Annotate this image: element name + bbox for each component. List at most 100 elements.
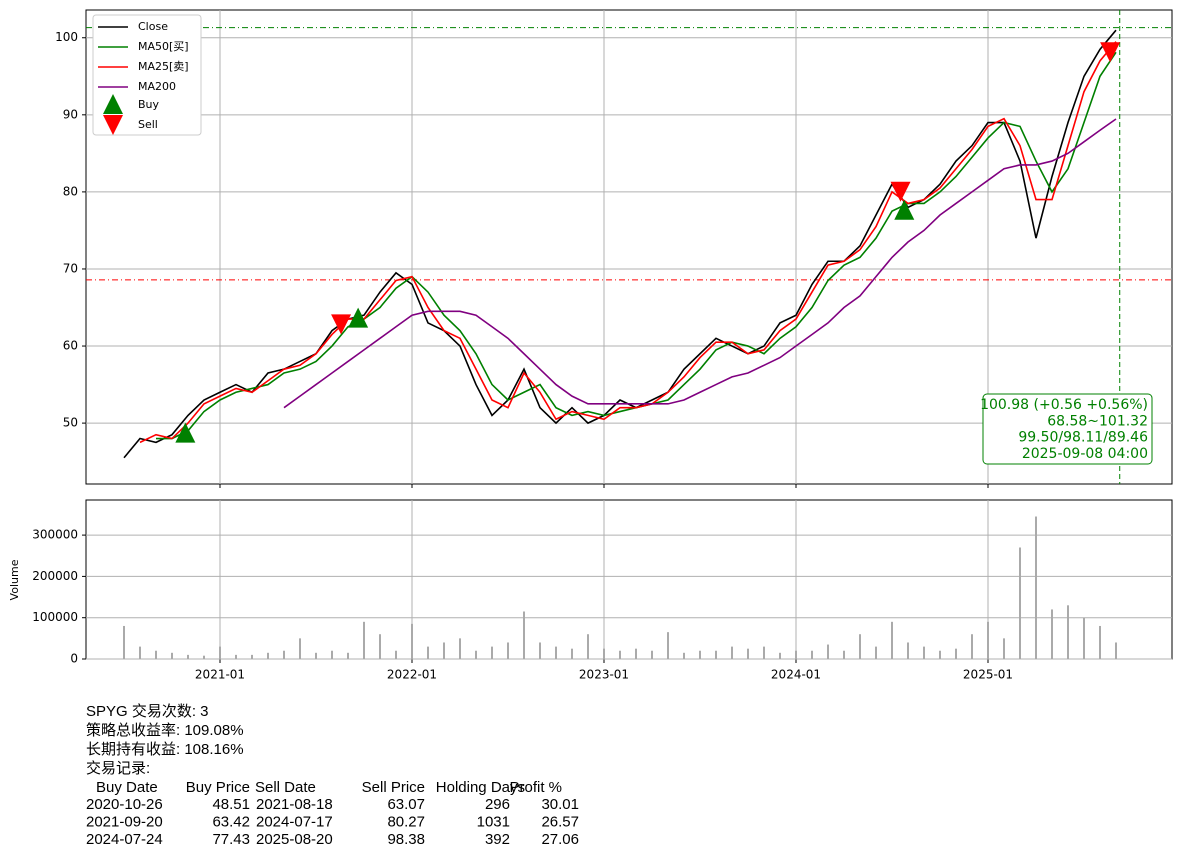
volume-bar: [171, 652, 173, 659]
volume-bar: [747, 648, 749, 659]
volume-bar: [1051, 609, 1053, 659]
volume-bar: [779, 652, 781, 659]
volume-bar: [379, 634, 381, 659]
price-frame: [85, 9, 1173, 485]
table-cell: 2025-08-20: [256, 831, 333, 848]
table-cell: 27.06: [541, 831, 579, 848]
table-cell: 26.57: [541, 813, 579, 830]
volume-bar: [411, 623, 413, 659]
volume-bar: [891, 621, 893, 659]
table-cell: 2024-07-24: [86, 831, 163, 848]
volume-bar: [235, 654, 237, 659]
legend-label: Sell: [138, 118, 158, 131]
volume-bar: [1035, 516, 1037, 659]
table-cell: 296: [485, 796, 510, 813]
volume-bar: [987, 621, 989, 659]
volume-bar: [667, 632, 669, 659]
volume-bar: [219, 646, 221, 659]
volume-bar: [155, 650, 157, 659]
volume-bar: [1115, 642, 1117, 659]
volume-bar: [139, 646, 141, 659]
table-header: Holding Days: [436, 779, 525, 796]
buy-marker: [348, 307, 369, 328]
volume-bar: [843, 650, 845, 659]
volume-frame: [85, 499, 1173, 660]
volume-bar: [811, 650, 813, 659]
table-cell: 2021-09-20: [86, 813, 163, 830]
volume-bar: [459, 638, 461, 659]
table-cell: 2021-08-18: [256, 796, 333, 813]
volume-bar: [283, 650, 285, 659]
table-cell: 98.38: [387, 831, 425, 848]
x-tick-label: 2022-01: [387, 668, 437, 682]
legend-box: [92, 14, 202, 136]
volume-bar: [1067, 605, 1069, 659]
x-tick-label: 2021-01: [195, 668, 245, 682]
table-header: Profit %: [509, 779, 562, 796]
volume-bar: [859, 634, 861, 659]
annotation-text: 100.98 (+0.56 +0.56%): [980, 397, 1148, 413]
volume-bar: [267, 652, 269, 659]
y-tick-label: 100000: [32, 610, 78, 624]
table-cell: 2020-10-26: [86, 796, 163, 813]
volume-bar: [587, 634, 589, 659]
legend-label: MA50[买]: [138, 40, 189, 53]
y-tick-label: 300000: [32, 528, 78, 542]
volume-bar: [619, 650, 621, 659]
annotation-text: 99.50/98.11/89.46: [1018, 430, 1148, 446]
volume-bar: [555, 646, 557, 659]
y-tick-label: 60: [63, 339, 78, 353]
legend-swatch: [103, 94, 123, 114]
volume-bar: [523, 611, 525, 659]
volume-bar: [491, 646, 493, 659]
buy-marker: [894, 199, 915, 220]
volume-bar: [363, 621, 365, 659]
volume-bar: [427, 646, 429, 659]
volume-bar: [1083, 617, 1085, 659]
volume-bar: [651, 650, 653, 659]
volume-bar: [875, 646, 877, 659]
table-header: Buy Price: [186, 779, 250, 796]
volume-bar: [763, 646, 765, 659]
legend-label: MA25[卖]: [138, 60, 189, 73]
volume-bar: [715, 650, 717, 659]
buy-marker: [175, 422, 196, 443]
legend-label: Close: [138, 20, 168, 33]
volume-bar: [315, 652, 317, 659]
table-cell: 48.51: [212, 796, 250, 813]
x-tick-label: 2023-01: [579, 668, 629, 682]
y-tick-label: 100: [55, 30, 78, 44]
legend-swatch: [103, 115, 123, 135]
volume-bar: [603, 648, 605, 659]
volume-bar: [571, 648, 573, 659]
summary-line: 长期持有收益: 108.16%: [86, 741, 244, 758]
trades-title: 交易记录:: [86, 759, 150, 777]
volume-bar: [699, 650, 701, 659]
sell-marker: [890, 181, 911, 202]
volume-bar: [203, 655, 205, 659]
volume-bar: [507, 642, 509, 659]
volume-bar: [827, 644, 829, 659]
volume-bar: [347, 652, 349, 659]
volume-bar: [1003, 638, 1005, 659]
x-tick-label: 2024-01: [771, 668, 821, 682]
volume-bar: [939, 650, 941, 659]
table-cell: 77.43: [212, 831, 250, 848]
y-tick-label: 0: [70, 652, 78, 666]
volume-label: Volume: [8, 559, 21, 600]
volume-bar: [475, 650, 477, 659]
summary-line: SPYG 交易次数: 3: [86, 702, 209, 720]
volume-bar: [395, 650, 397, 659]
annotation-box: [982, 393, 1153, 465]
table-cell: 80.27: [387, 813, 425, 830]
volume-bar: [923, 646, 925, 659]
annotation-text: 2025-09-08 04:00: [1022, 446, 1148, 462]
summary-line: 策略总收益率: 109.08%: [86, 722, 244, 739]
series-line: [139, 41, 1117, 444]
sell-marker: [1100, 42, 1121, 63]
volume-bar: [635, 648, 637, 659]
volume-bar: [795, 650, 797, 659]
volume-bar: [443, 642, 445, 659]
y-tick-label: 90: [63, 107, 78, 121]
